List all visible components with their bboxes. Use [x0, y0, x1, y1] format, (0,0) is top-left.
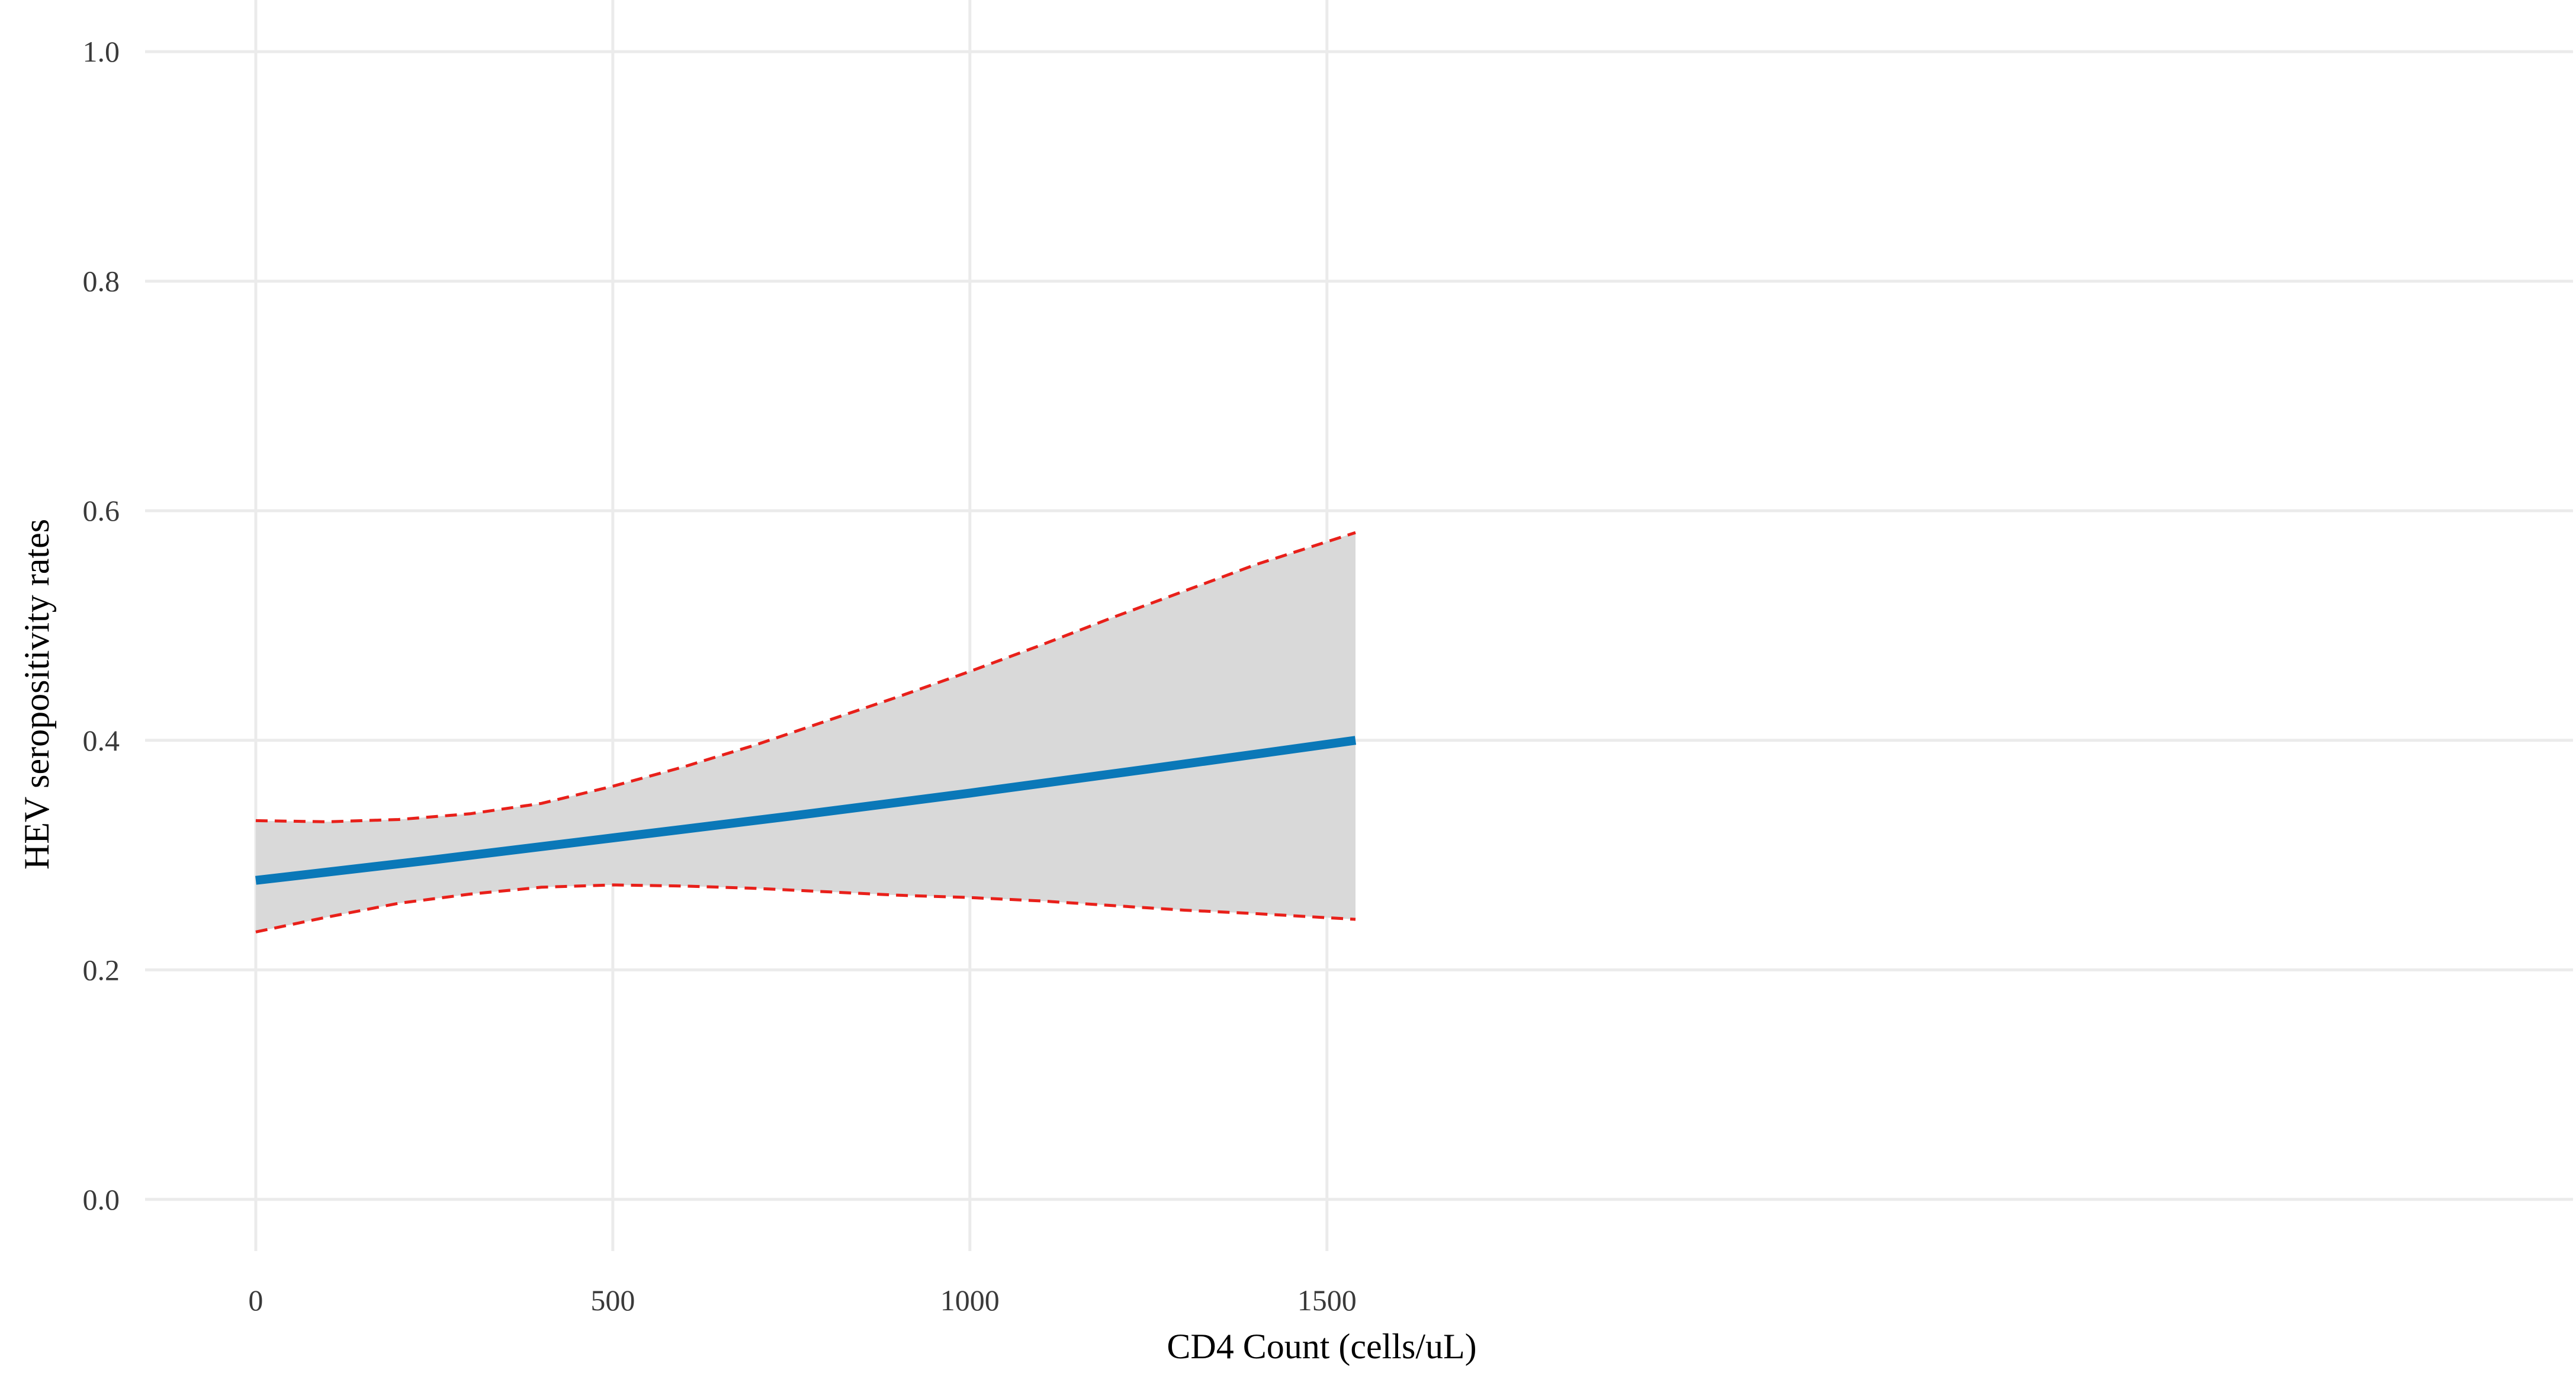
y-tick-label: 0.0	[83, 1183, 120, 1216]
grid-lines	[145, 0, 2573, 1251]
series-lines	[255, 531, 1357, 934]
tick-labels: 0.0 0.2 0.4 0.6 0.8 1.0 0 500 1000 1500	[83, 35, 1357, 1317]
x-tick-label: 500	[590, 1284, 635, 1317]
y-tick-label: 0.2	[83, 953, 120, 986]
y-tick-label: 0.4	[83, 724, 120, 757]
confidence-band	[255, 533, 1356, 932]
y-tick-label: 0.8	[83, 265, 120, 298]
y-tick-label: 0.6	[83, 494, 120, 527]
x-tick-label: 1500	[1297, 1284, 1357, 1317]
x-tick-label: 0	[248, 1284, 263, 1317]
ci-upper-line	[255, 531, 1356, 823]
confidence-band-area	[255, 533, 1356, 932]
x-tick-label: 1000	[940, 1284, 1000, 1317]
y-tick-label: 1.0	[83, 35, 120, 68]
x-axis-title: CD4 Count (cells/uL)	[1167, 1327, 1476, 1366]
fit-line	[255, 736, 1357, 885]
ci-lower-line	[255, 883, 1356, 934]
y-axis-title: HEV seropositivity rates	[17, 519, 56, 870]
